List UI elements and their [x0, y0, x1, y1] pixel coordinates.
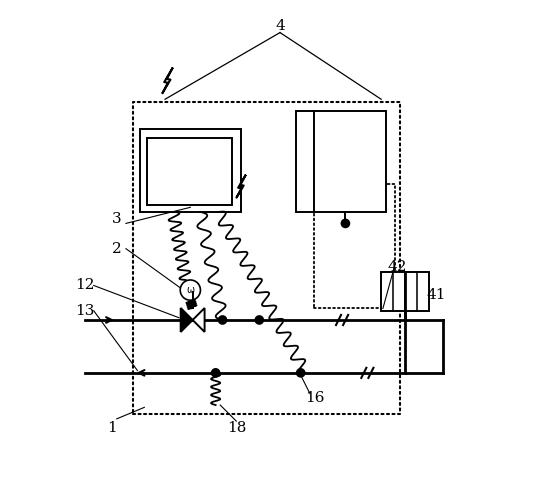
Text: 12: 12	[75, 278, 94, 293]
Text: 42: 42	[388, 260, 407, 274]
Bar	[296, 111, 386, 212]
Text: 4: 4	[275, 19, 285, 33]
Circle shape	[212, 369, 220, 377]
Text: 41: 41	[427, 288, 446, 302]
Bar	[381, 272, 430, 311]
Circle shape	[297, 369, 305, 377]
Text: 3: 3	[112, 212, 122, 226]
Text: ω: ω	[186, 285, 194, 295]
Bar	[147, 138, 232, 205]
Circle shape	[180, 280, 200, 300]
Text: 1: 1	[108, 421, 117, 435]
Bar	[140, 129, 241, 212]
Text: 13: 13	[75, 304, 94, 318]
Circle shape	[341, 219, 349, 228]
Text: 18: 18	[227, 421, 246, 435]
Text: 2: 2	[112, 242, 122, 256]
Circle shape	[218, 316, 227, 324]
Text: 16: 16	[305, 391, 324, 405]
Circle shape	[255, 316, 263, 324]
Polygon shape	[181, 308, 193, 332]
Polygon shape	[193, 308, 204, 332]
